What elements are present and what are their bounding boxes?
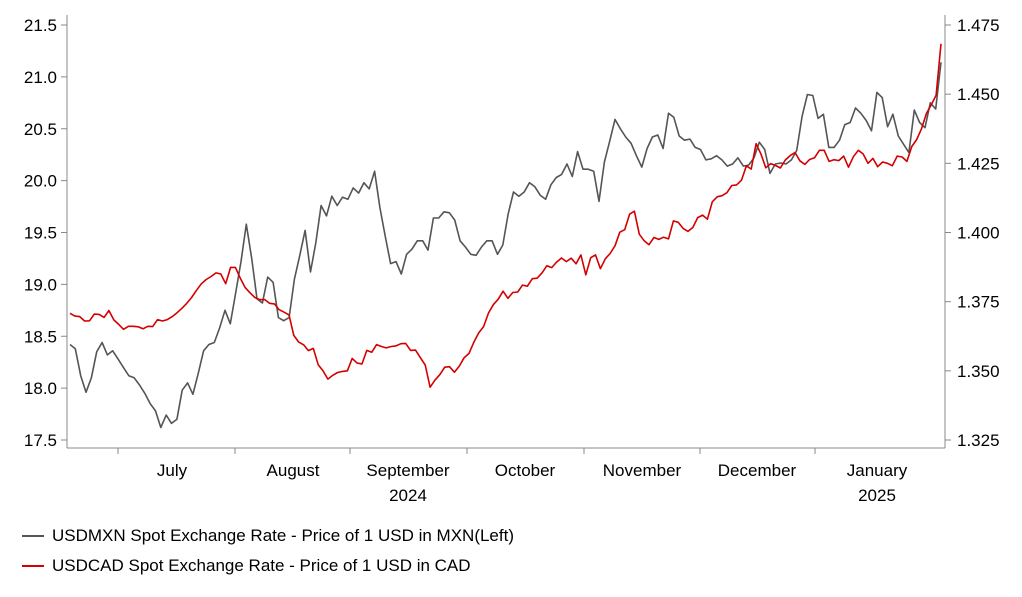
legend-swatch-usdmxn: [22, 535, 44, 537]
right-tick-label: 1.425: [957, 154, 1000, 173]
right-tick-label: 1.375: [957, 293, 1000, 312]
x-tick-label: October: [495, 461, 556, 480]
right-tick-label: 1.350: [957, 362, 1000, 381]
left-tick-label: 17.5: [24, 431, 57, 450]
x-year-label: 2025: [858, 486, 896, 505]
left-axis-ticks: 17.5 18.0 18.5 19.0 19.5 20.0 20.5 21.0 21.5: [24, 16, 67, 450]
x-axis-ticks: July August September 2024 October November De…: [117, 448, 908, 505]
x-tick-label: July: [157, 461, 188, 480]
left-tick-label: 18.0: [24, 379, 57, 398]
legend-label-usdmxn: USDMXN Spot Exchange Rate - Price of 1 U…: [52, 526, 514, 545]
legend-item-usdmxn: USDMXN Spot Exchange Rate - Price of 1 U…: [22, 521, 514, 551]
usdmxn-series-line: [69, 62, 942, 429]
right-tick-label: 1.475: [957, 16, 1000, 35]
left-tick-label: 19.5: [24, 224, 57, 243]
axes: [66, 15, 946, 449]
x-year-label: 2024: [389, 486, 427, 505]
legend-item-usdcad: USDCAD Spot Exchange Rate - Price of 1 U…: [22, 551, 514, 581]
usdcad-series-line: [69, 43, 942, 389]
x-tick-label: September: [366, 461, 449, 480]
left-tick-label: 19.0: [24, 275, 57, 294]
x-tick-label: November: [603, 461, 682, 480]
legend-label-usdcad: USDCAD Spot Exchange Rate - Price of 1 U…: [52, 556, 471, 575]
x-tick-label: January: [847, 461, 908, 480]
x-tick-label: December: [718, 461, 797, 480]
series-lines: [69, 43, 942, 429]
left-tick-label: 21.5: [24, 16, 57, 35]
right-tick-label: 1.450: [957, 85, 1000, 104]
right-tick-label: 1.400: [957, 224, 1000, 243]
right-tick-label: 1.325: [957, 431, 1000, 450]
left-tick-label: 18.5: [24, 327, 57, 346]
left-tick-label: 21.0: [24, 68, 57, 87]
legend: USDMXN Spot Exchange Rate - Price of 1 U…: [22, 521, 514, 581]
x-tick-label: August: [267, 461, 320, 480]
legend-swatch-usdcad: [22, 565, 44, 567]
left-tick-label: 20.0: [24, 172, 57, 191]
left-tick-label: 20.5: [24, 120, 57, 139]
right-axis-ticks: 1.325 1.350 1.375 1.400 1.425 1.450 1.475: [945, 16, 1000, 450]
